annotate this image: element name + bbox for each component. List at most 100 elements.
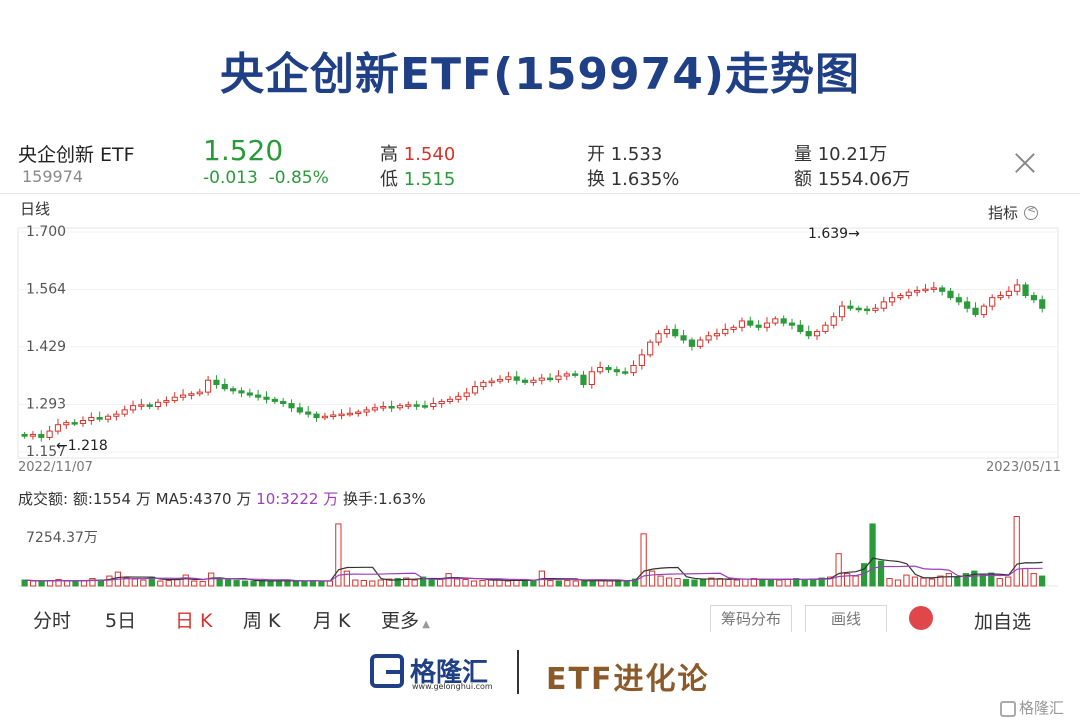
candle-body (296, 407, 303, 413)
candle-body (1022, 284, 1029, 297)
candle-body (763, 322, 771, 328)
record-icon[interactable] (909, 606, 933, 630)
tab-intraday[interactable]: 分时 (33, 610, 72, 632)
volume-bar (284, 580, 291, 587)
volume-bar (623, 580, 630, 587)
candle-body (855, 307, 862, 311)
candle-body (121, 409, 128, 415)
candle-body (413, 404, 420, 407)
x-start-label: 2022/11/07 (18, 460, 93, 475)
volume-chart[interactable]: 7254.37万 (0, 508, 1080, 590)
min-price-annotation: ←1.218 (56, 438, 108, 454)
tab-weekly-k[interactable]: 周 K (243, 610, 281, 632)
security-name: 央企创新 ETF (18, 144, 135, 166)
volume-bar (420, 576, 427, 587)
volume-bar (479, 580, 486, 587)
volume-bar (453, 578, 461, 587)
period-tabs: 分时 5日 日 K 周 K 月 K 更多 ▲ (0, 606, 1080, 638)
last-price: 1.520 (203, 134, 284, 167)
candle-body (1005, 290, 1012, 297)
candlestick-chart[interactable]: 1.700 1.564 1.429 1.293 1.157 1.639→ ←1.218 202… (0, 220, 1080, 482)
candle-body (897, 295, 904, 299)
volume-bar (29, 580, 37, 587)
volume-bar (928, 578, 936, 587)
volume-bar (674, 578, 681, 587)
volume-bar (403, 577, 410, 587)
candle-body (939, 287, 946, 292)
low-row: 低 1.515 (380, 169, 456, 190)
watermark-logo-icon (1000, 700, 1016, 717)
volume-bar (945, 573, 953, 587)
volume-bar (869, 523, 876, 587)
volume-bar (1022, 568, 1029, 587)
volume-bar (21, 579, 28, 587)
volume-bar (733, 579, 741, 587)
ma10-line (24, 565, 1043, 582)
volume-bar (962, 573, 969, 587)
candle-body (246, 392, 253, 396)
candle-body (730, 326, 737, 330)
volume-bar (742, 578, 749, 587)
candle-body (622, 371, 629, 374)
candle-body (880, 301, 887, 309)
y-tick-label: 1.429 (26, 339, 66, 355)
max-price-annotation: 1.639→ (808, 226, 860, 242)
chip-distribution-button[interactable]: 筹码分布 (710, 605, 792, 632)
candle-body (1039, 299, 1046, 309)
volume-bar (682, 579, 690, 587)
volume-bar (1030, 573, 1037, 587)
volume-bar (665, 577, 673, 587)
candle-body (113, 413, 120, 417)
volume-bar (487, 579, 495, 587)
candle-body (547, 377, 554, 381)
security-code: 159974 (22, 167, 84, 186)
volume-bar (208, 572, 215, 587)
candle-body (914, 289, 921, 293)
candle-body (822, 324, 829, 333)
candle-body (230, 388, 237, 392)
add-favorite-button[interactable]: 加自选 (974, 611, 1032, 633)
tab-5day[interactable]: 5日 (105, 610, 137, 632)
volume-bar (352, 579, 359, 587)
candle-body (163, 400, 170, 403)
volume-bar (343, 570, 350, 587)
candle-body (889, 297, 896, 303)
volume-bar (72, 581, 79, 587)
volume-bar (810, 578, 817, 587)
volume-ma10: 10:3222 万 (256, 490, 339, 508)
candle-body (989, 297, 996, 307)
candle-body (1030, 295, 1037, 301)
candle-body (471, 386, 479, 394)
page-title: 央企创新ETF(159974)走势图 (219, 49, 861, 100)
draw-line-button[interactable]: 画线 (805, 605, 887, 632)
candle-body (29, 433, 37, 437)
brand-name: 格隆汇 (410, 658, 489, 688)
close-icon[interactable] (1012, 150, 1038, 176)
volume-bar (394, 578, 401, 587)
volume-y-tick: 7254.37万 (26, 530, 98, 546)
candle-body (847, 305, 854, 309)
candle-body (922, 288, 929, 292)
tab-daily-k[interactable]: 日 K (175, 610, 213, 632)
volume-bar (462, 579, 469, 587)
volume-bar (920, 577, 927, 587)
indicator-button[interactable]: 指标 (988, 202, 1039, 223)
volume-bar (1039, 575, 1046, 587)
volume-bar (877, 560, 885, 587)
volume-bar (979, 574, 986, 587)
open-row: 开 1.533 (587, 144, 663, 165)
tab-monthly-k[interactable]: 月 K (313, 610, 351, 632)
volume-bar (911, 576, 919, 587)
candle-body (330, 414, 337, 417)
gelonghui-logo-icon (370, 654, 404, 688)
y-tick-label: 1.293 (26, 396, 66, 412)
volume-bar (784, 578, 791, 587)
volume-bar (835, 553, 842, 587)
candle-body (405, 404, 412, 407)
volume-bar (377, 579, 384, 587)
volume-bar (225, 579, 232, 587)
candle-body (830, 316, 837, 326)
volume-bar (386, 578, 393, 587)
tab-more[interactable]: 更多 ▲ (381, 610, 430, 632)
volume-amount: 额:1554 万 (72, 490, 151, 508)
